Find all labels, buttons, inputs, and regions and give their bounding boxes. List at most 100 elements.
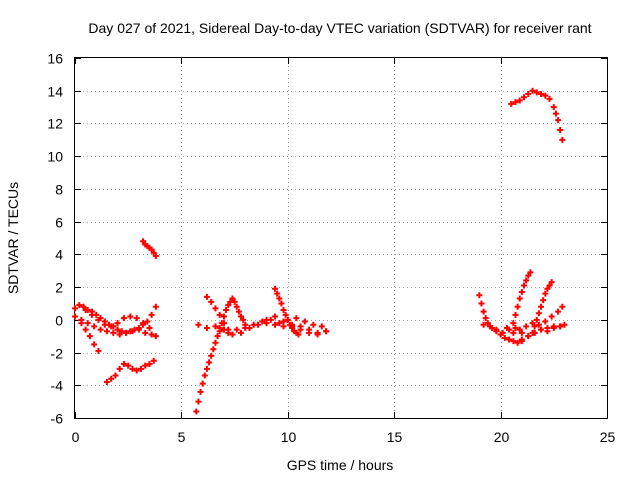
data-point (80, 303, 87, 310)
data-point (137, 365, 144, 372)
data-point (89, 311, 96, 318)
data-point (533, 89, 540, 96)
data-point (561, 321, 568, 328)
data-point (214, 333, 221, 340)
data-point (120, 315, 127, 322)
data-point (525, 91, 532, 97)
data-point (506, 336, 513, 343)
data-point (146, 325, 153, 331)
data-point (546, 95, 553, 102)
data-point (516, 97, 523, 104)
data-point (301, 318, 308, 325)
data-point (103, 328, 110, 335)
y-tick-label: 0 (55, 313, 63, 329)
data-point (274, 290, 281, 297)
data-point (78, 320, 85, 327)
data-point (514, 303, 521, 310)
y-tick-label: 6 (55, 215, 63, 231)
series-seg04 (82, 307, 153, 331)
y-tick-label: 12 (47, 116, 63, 132)
data-point (210, 346, 217, 353)
data-point (142, 329, 149, 336)
data-point (212, 305, 219, 312)
data-point (203, 325, 210, 331)
data-point (108, 375, 115, 382)
data-point (203, 293, 210, 300)
data-point (225, 302, 232, 309)
data-point (480, 321, 487, 328)
data-point (529, 320, 536, 327)
data-point (278, 300, 285, 307)
data-point (150, 357, 157, 364)
data-point (295, 331, 302, 338)
data-point (233, 326, 240, 333)
y-tick-label: -2 (51, 346, 64, 362)
data-point (82, 307, 89, 313)
data-point (95, 347, 102, 354)
data-point (125, 362, 132, 369)
data-point (546, 282, 553, 289)
data-point (195, 321, 202, 328)
x-tick-label: 15 (387, 429, 403, 445)
data-point (548, 313, 555, 320)
data-point (523, 323, 530, 330)
data-point (272, 285, 279, 292)
data-point (542, 290, 549, 297)
data-point (510, 338, 517, 345)
data-point (538, 91, 545, 97)
data-point (525, 272, 532, 279)
series-seg20 (508, 87, 566, 143)
y-axis-label: SDTVAR / TECUs (5, 182, 21, 294)
series-seg05 (103, 357, 157, 385)
data-point (297, 326, 304, 333)
data-point (544, 325, 551, 331)
data-point (195, 398, 202, 405)
data-point (540, 297, 547, 304)
data-point (129, 365, 136, 372)
data-point (555, 117, 562, 124)
data-point (127, 313, 134, 320)
data-point (110, 329, 117, 336)
data-point (493, 326, 500, 333)
y-tick-label: 4 (55, 247, 63, 263)
data-point (516, 295, 523, 302)
data-point (112, 372, 119, 379)
data-point (518, 329, 525, 336)
data-point (152, 253, 159, 259)
data-point (525, 333, 532, 340)
data-point (276, 295, 283, 302)
data-point (538, 326, 545, 333)
data-point (201, 372, 208, 379)
data-points (72, 87, 568, 415)
chart-title: Day 027 of 2021, Sidereal Day-to-day VTE… (88, 20, 591, 36)
data-point (514, 339, 521, 346)
data-point (531, 329, 538, 336)
data-point (323, 328, 330, 335)
data-point (220, 320, 227, 327)
series-seg07 (193, 328, 223, 415)
series-seg03 (78, 320, 102, 354)
data-point (501, 334, 508, 341)
data-point (272, 321, 279, 328)
data-point (208, 298, 215, 305)
data-point (133, 367, 140, 374)
y-axis-tick-labels: -6 -4 -2 0 2 4 6 8 10 12 14 16 (47, 51, 63, 427)
data-point (206, 359, 213, 366)
series-seg02 (72, 313, 159, 340)
data-point (220, 313, 227, 320)
data-point (140, 238, 147, 245)
data-point (280, 307, 287, 313)
data-point (231, 298, 238, 305)
x-tick-label: 5 (178, 429, 186, 445)
data-point (521, 282, 528, 289)
x-axis-tick-labels: 0 5 10 15 20 25 (72, 429, 616, 445)
data-point (229, 331, 236, 338)
data-point (544, 285, 551, 292)
series-seg06 (140, 238, 159, 259)
data-point (116, 365, 123, 372)
data-point (114, 326, 121, 333)
y-tick-label: 10 (47, 149, 63, 165)
data-point (152, 303, 159, 310)
x-tick-label: 25 (600, 429, 616, 445)
data-point (310, 321, 317, 328)
